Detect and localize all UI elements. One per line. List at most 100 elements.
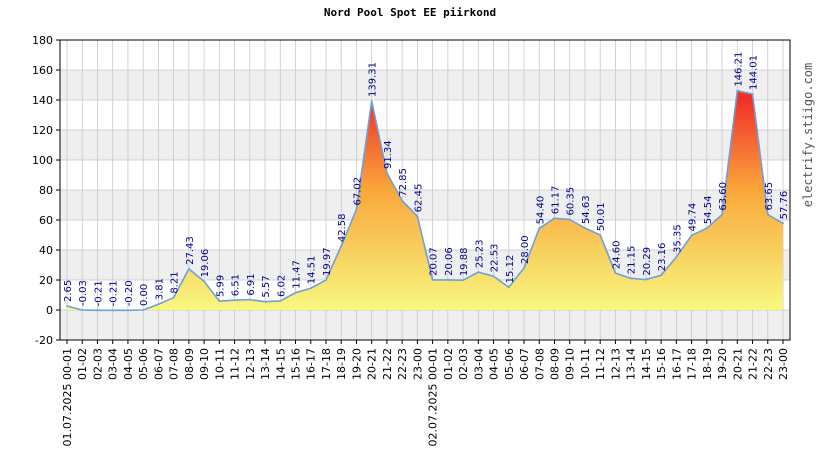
data-label: 54.63 (581, 195, 592, 224)
data-point (584, 227, 586, 229)
plot-frame (59, 39, 791, 341)
x-tick-label: 04-05 (122, 348, 135, 380)
data-point (462, 279, 464, 282)
data-label: 0.00 (139, 284, 150, 306)
data-point (553, 217, 556, 220)
price-area (66, 89, 784, 312)
x-tick-label: 10-11 (213, 348, 226, 380)
x-tick-label: 08-09 (183, 348, 196, 380)
data-point (416, 215, 419, 218)
x-tick-label: 14-15 (274, 348, 287, 380)
grid-band (60, 310, 790, 340)
data-label: 19.97 (322, 247, 333, 276)
data-label: 60.35 (566, 187, 577, 216)
data-label: 19.88 (459, 248, 470, 277)
data-label: 91.34 (383, 140, 394, 169)
y-tick-label: 80 (39, 184, 53, 197)
x-tick-label: 01-02 (442, 348, 455, 380)
data-label: 25.23 (474, 240, 485, 269)
data-label: 3.81 (154, 278, 165, 300)
data-point (264, 300, 266, 303)
x-tick-label: 22-23 (396, 348, 409, 380)
data-label: 139.31 (368, 62, 379, 97)
x-tick-label: 03-04 (107, 348, 120, 380)
data-point (233, 299, 236, 302)
x-tick-label: 08-09 (548, 348, 561, 380)
x-tick-label: 23-00 (411, 348, 424, 380)
data-point (538, 227, 541, 230)
data-label: 63.65 (764, 182, 775, 211)
data-point (568, 218, 571, 221)
data-point (157, 303, 160, 306)
data-point (279, 300, 282, 302)
data-label: 5.57 (261, 275, 272, 297)
data-label: 35.35 (672, 224, 683, 253)
data-label: 144.01 (749, 55, 760, 90)
data-point (629, 277, 632, 280)
x-tick-label: 01-02 (76, 348, 89, 380)
data-label: 11.47 (292, 260, 303, 289)
data-label: -0.20 (124, 280, 135, 306)
data-label: 6.51 (231, 274, 242, 296)
data-point (325, 279, 327, 281)
watermark-text: electrify.stiigo.com (801, 62, 815, 208)
x-tick-label: 05-06 (503, 348, 516, 380)
grid-band (60, 70, 790, 100)
data-label: 15.12 (505, 255, 516, 284)
y-tick-label: 100 (32, 154, 53, 167)
data-point (386, 172, 388, 174)
data-point (660, 274, 663, 277)
data-point (766, 213, 769, 216)
data-point (644, 278, 647, 281)
data-point (355, 208, 358, 211)
x-tick-label: 16-17 (670, 348, 683, 380)
data-label: 20.07 (429, 247, 440, 276)
x-tick-label: 02-03 (91, 348, 104, 380)
x-tick-label: 06-07 (152, 348, 165, 380)
x-tick-label: 18-19 (701, 348, 714, 380)
data-point (309, 287, 312, 290)
y-tick-label: 140 (32, 94, 53, 107)
data-point (111, 309, 114, 312)
x-tick-label: 07-08 (533, 348, 546, 380)
data-point (507, 286, 510, 289)
data-label: 23.16 (657, 243, 668, 272)
y-tick-label: 20 (39, 274, 53, 287)
data-label: 20.06 (444, 247, 455, 276)
x-tick-label: 13-14 (625, 348, 638, 380)
x-axis: 01.07.2025 00-01 01-02 02-03 03-04 04-05 05-0… (61, 340, 790, 446)
data-label: 49.74 (688, 203, 699, 232)
data-point (751, 93, 754, 95)
data-point (187, 267, 190, 270)
x-tick-label: 17-18 (686, 348, 699, 380)
data-point (721, 213, 723, 216)
x-tick-label: 22-23 (762, 348, 775, 380)
y-axis: -20 0 20 40 60 80 100 120 140 160 180 (32, 34, 60, 347)
background-bands (60, 70, 790, 340)
data-label: 5.99 (215, 275, 226, 297)
area-fill (67, 90, 783, 311)
x-tick-label: 11-12 (229, 348, 242, 380)
y-tick-label: 160 (32, 64, 53, 77)
data-point (614, 272, 617, 274)
data-point (96, 309, 99, 312)
data-label: 14.51 (307, 256, 318, 285)
watermark: electrify.stiigo.com (799, 50, 817, 220)
x-tick-label: 21-22 (381, 348, 394, 380)
data-label: 20.29 (642, 247, 653, 276)
data-point (142, 309, 145, 311)
x-tick-label: 15-16 (655, 348, 668, 380)
data-point (294, 291, 297, 294)
data-label: 8.21 (170, 271, 181, 293)
x-tick-label: 03-04 (472, 348, 485, 380)
data-label: 61.17 (550, 186, 561, 215)
data-label: 27.43 (185, 236, 196, 265)
x-tick-label: 12-13 (609, 348, 622, 380)
x-tick-label: 09-10 (198, 348, 211, 380)
data-point (477, 271, 480, 274)
data-point (172, 296, 175, 299)
data-point (523, 267, 525, 269)
data-label: 50.01 (596, 202, 607, 231)
data-point (675, 256, 678, 258)
